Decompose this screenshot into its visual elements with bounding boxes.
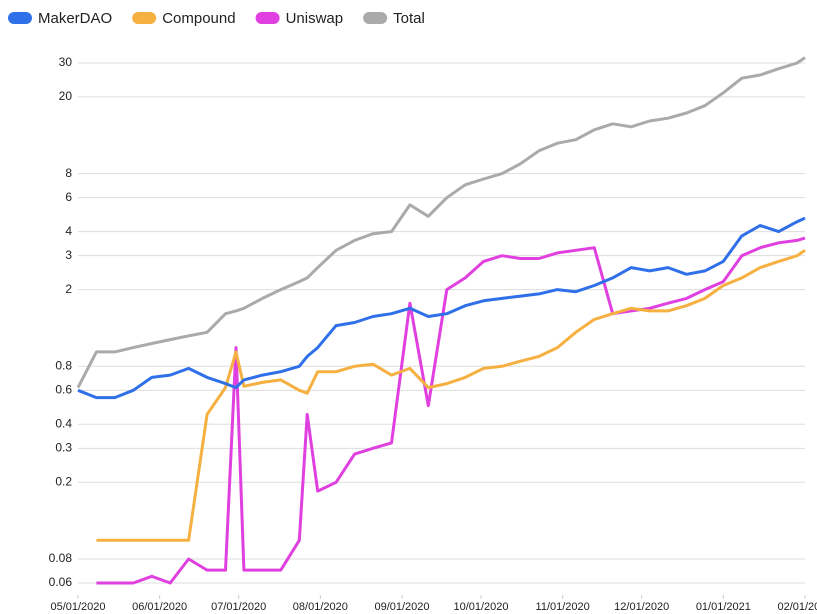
- legend: MakerDAO Compound Uniswap Total: [8, 10, 425, 27]
- legend-swatch: [8, 12, 32, 24]
- legend-label: Total: [393, 10, 425, 27]
- x-tick-label: 10/01/2020: [453, 601, 508, 613]
- y-tick-label: 0.08: [49, 551, 73, 565]
- y-tick-label: 0.06: [49, 575, 73, 589]
- y-tick-label: 2: [65, 282, 72, 296]
- legend-swatch: [132, 12, 157, 24]
- y-tick-label: 8: [65, 166, 72, 180]
- y-tick-label: 3: [65, 248, 72, 262]
- legend-label: MakerDAO: [38, 10, 112, 27]
- y-tick-label: 0.2: [55, 474, 72, 488]
- legend-swatch: [363, 12, 388, 24]
- x-tick-label: 06/01/2020: [132, 601, 187, 613]
- series-line: [96, 236, 806, 585]
- legend-swatch: [255, 12, 280, 24]
- y-tick-label: 30: [59, 55, 73, 69]
- x-tick-label: 07/01/2020: [211, 601, 266, 613]
- series-line: [76, 56, 806, 389]
- y-tick-label: 0.4: [55, 416, 72, 430]
- legend-label: Uniswap: [286, 10, 344, 27]
- legend-label: Compound: [162, 10, 235, 27]
- x-tick-label: 11/01/2020: [536, 601, 590, 613]
- y-tick-label: 20: [59, 89, 73, 103]
- y-tick-label: 6: [65, 190, 72, 204]
- y-tick-label: 0.3: [55, 441, 72, 455]
- x-tick-label: 01/01/2021: [696, 601, 751, 613]
- x-tick-label: 08/01/2020: [293, 601, 348, 613]
- y-tick-label: 4: [65, 224, 72, 238]
- x-tick-label: 02/01/2021: [777, 601, 817, 613]
- x-tick-label: 09/01/2020: [374, 601, 429, 613]
- x-tick-label: 12/01/2020: [614, 601, 669, 613]
- y-tick-label: 0.8: [55, 358, 72, 372]
- x-tick-label: 05/01/2020: [50, 601, 105, 613]
- series-line: [96, 249, 806, 542]
- series-line: [77, 216, 806, 400]
- y-tick-label: 0.6: [55, 383, 72, 397]
